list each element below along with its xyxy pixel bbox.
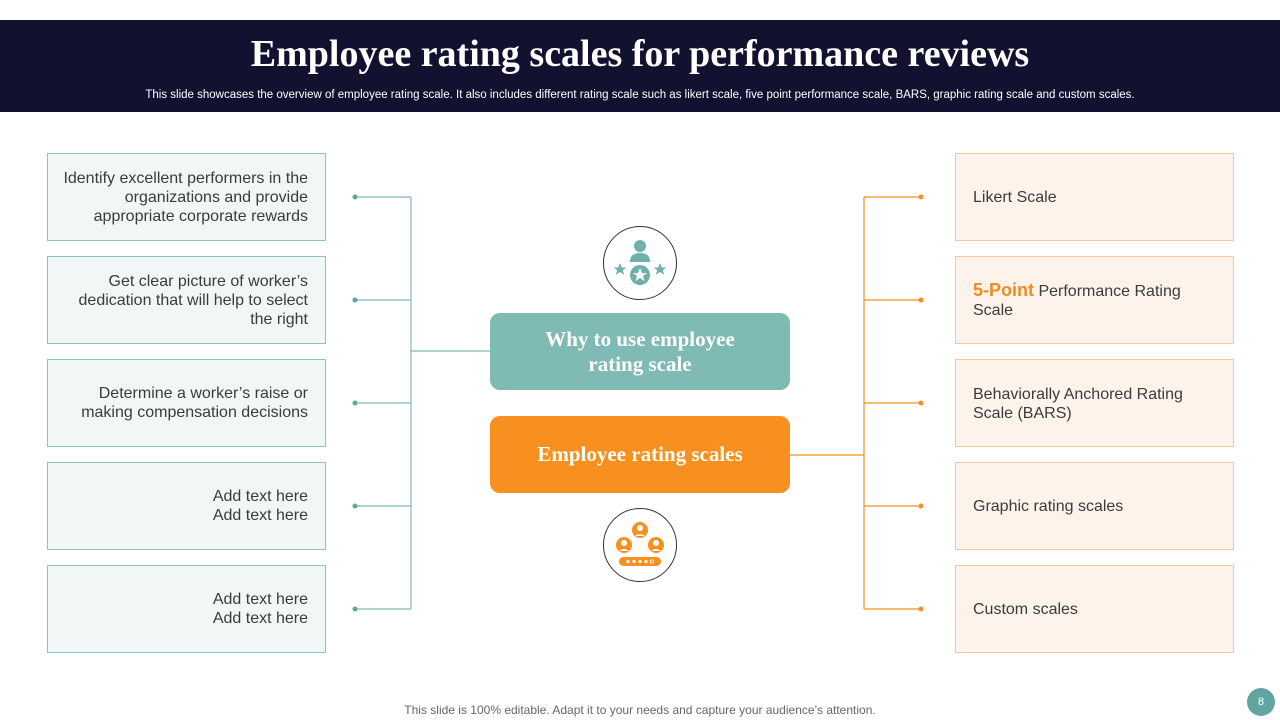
page-subtitle: This slide showcases the overview of emp… <box>145 89 1135 101</box>
scale-label-5: Custom scales <box>973 601 1078 618</box>
employee-rating-scales-label: Employee rating scales <box>490 416 790 493</box>
scale-label-2: Performance Rating Scale <box>973 282 1181 319</box>
reason-text-4: Add text here Add text here <box>212 488 308 524</box>
scale-label-3: Behaviorally Anchored Rating Scale (BARS… <box>973 385 1183 422</box>
reason-text-3: Determine a worker’s raise or making com… <box>81 385 308 421</box>
reason-box-3: Determine a worker’s raise or making com… <box>47 359 326 447</box>
scale-text-2: 5-Point Performance Rating Scale <box>973 279 1219 320</box>
footer-note: This slide is 100% editable. Adapt it to… <box>404 703 876 717</box>
reason-box-1: Identify excellent performers in the org… <box>47 153 326 241</box>
reason-box-2: Get clear picture of worker’s dedication… <box>47 256 326 344</box>
scale-label-1: Likert Scale <box>973 189 1057 206</box>
scale-text-4: Graphic rating scales <box>973 496 1123 516</box>
page-number: 8 <box>1247 688 1275 716</box>
scale-box-1: Likert Scale <box>955 153 1234 241</box>
scale-box-5: Custom scales <box>955 565 1234 653</box>
scale-label-4: Graphic rating scales <box>973 498 1124 515</box>
reason-text-1: Identify excellent performers in the org… <box>63 169 308 225</box>
scale-box-3: Behaviorally Anchored Rating Scale (BARS… <box>955 359 1234 447</box>
scale-text-1: Likert Scale <box>973 187 1057 207</box>
header-bar <box>0 20 1280 112</box>
scale-box-4: Graphic rating scales <box>955 462 1234 550</box>
reason-text-5: Add text here Add text here <box>212 591 308 627</box>
why-use-rating-scale-label: Why to use employee rating scale <box>490 313 790 390</box>
reason-box-4: Add text here Add text here <box>47 462 326 550</box>
reason-box-5: Add text here Add text here <box>47 565 326 653</box>
page-title: Employee rating scales for performance r… <box>250 33 1030 75</box>
team-rating-icon <box>603 508 677 582</box>
scale-box-2: 5-Point Performance Rating Scale <box>955 256 1234 344</box>
employee-rating-stars-icon <box>603 226 677 300</box>
scale-text-5: Custom scales <box>973 599 1078 619</box>
scale-highlight-2: 5-Point <box>973 279 1034 300</box>
scale-text-3: Behaviorally Anchored Rating Scale (BARS… <box>973 384 1219 423</box>
reason-text-2: Get clear picture of worker’s dedication… <box>78 272 308 328</box>
